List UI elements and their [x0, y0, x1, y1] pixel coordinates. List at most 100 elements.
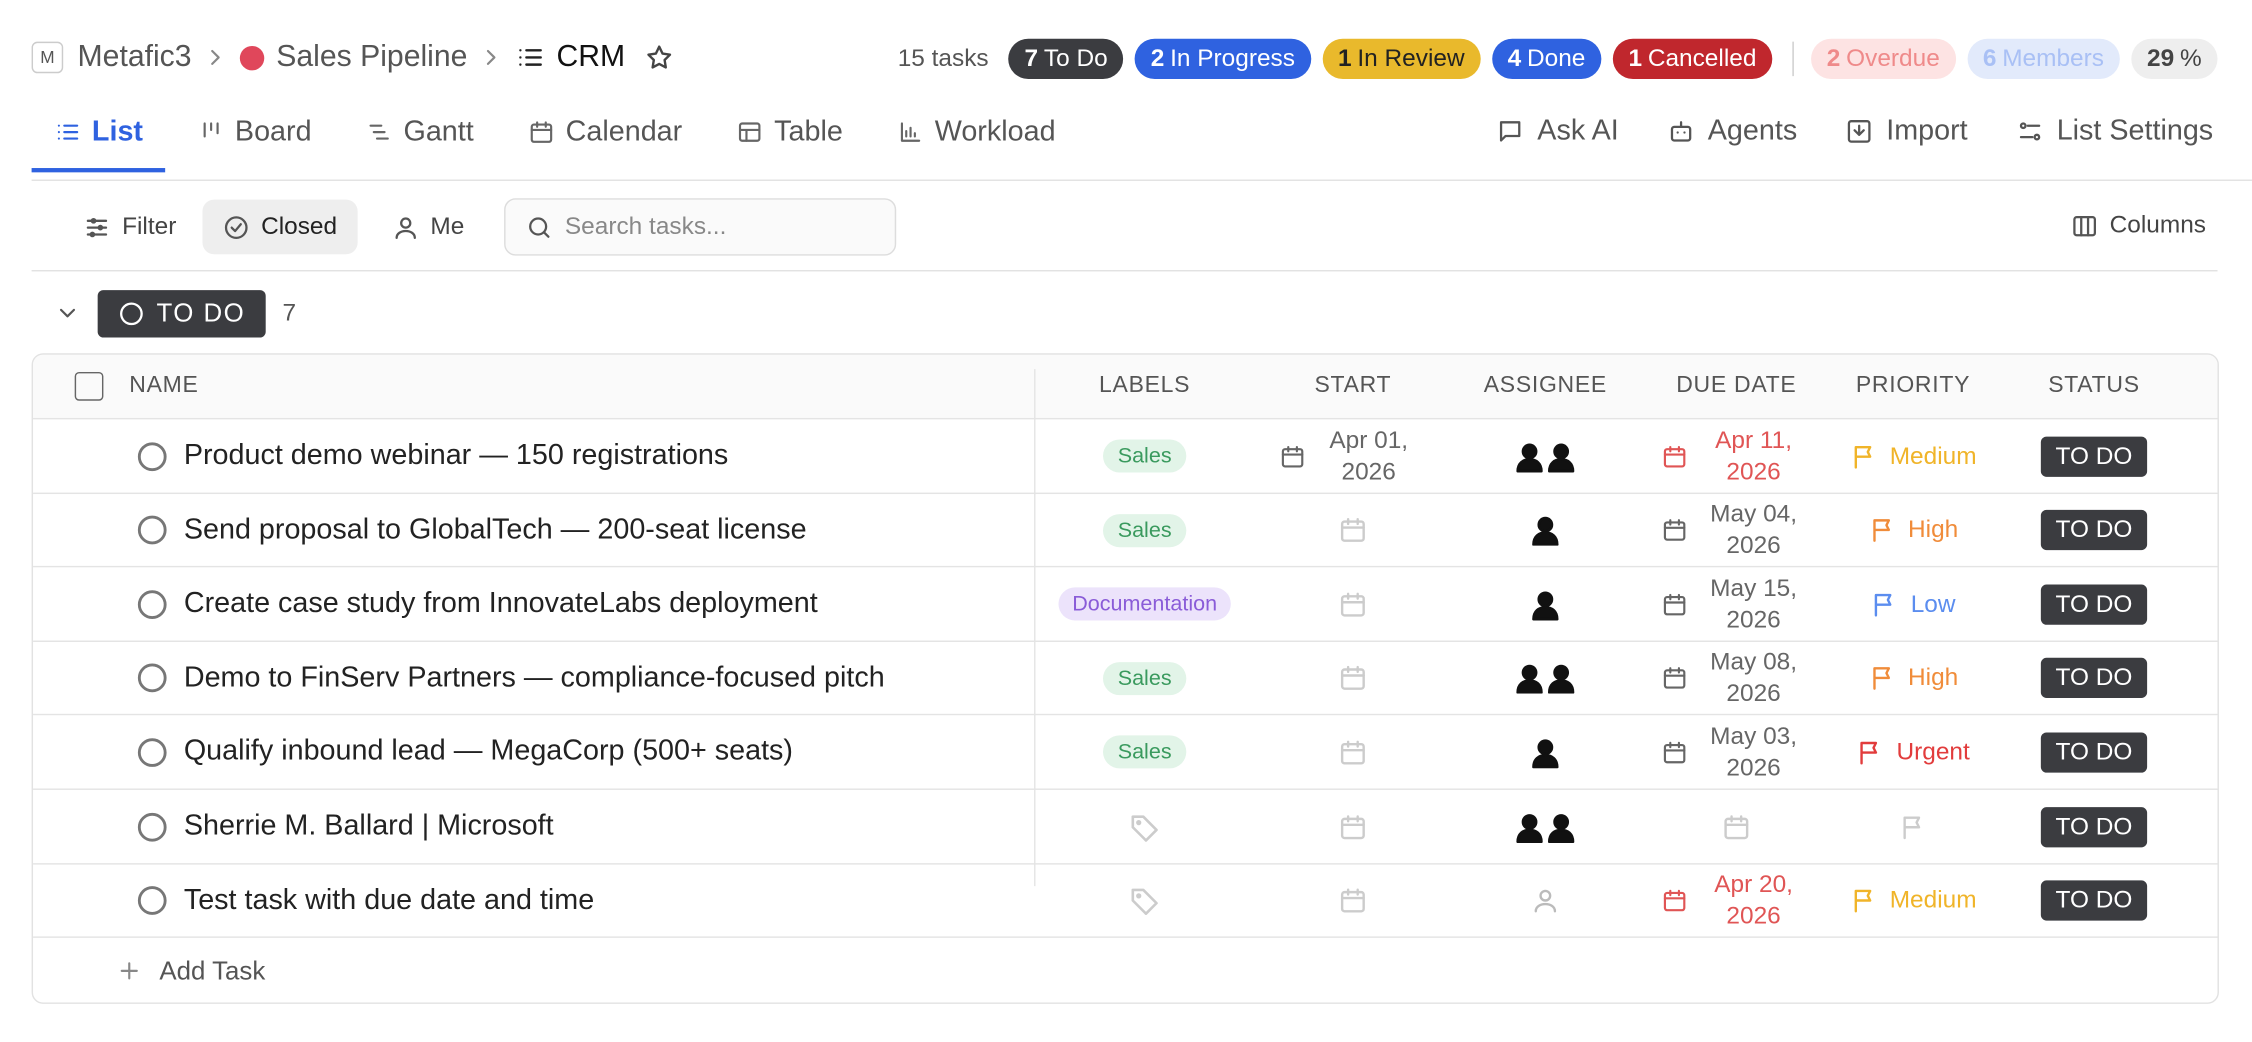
status-badge[interactable]: TO DO — [2041, 806, 2147, 847]
task-row[interactable]: Create case study from InnovateLabs depl… — [33, 566, 2218, 641]
filter-button[interactable]: Filter — [63, 200, 196, 255]
icon-part — [1131, 814, 1158, 842]
status-badge[interactable]: TO DO — [2041, 880, 2147, 921]
status-badge[interactable]: TO DO — [2041, 658, 2147, 699]
icon-part — [137, 441, 167, 471]
task-name[interactable]: Product demo webinar — 150 registrations — [183, 439, 729, 472]
due-date[interactable]: Apr 11, 2026 — [1715, 425, 1793, 485]
column-header[interactable]: ASSIGNEE — [1451, 355, 1641, 418]
icon — [479, 45, 505, 71]
members-pill[interactable]: 6 Members — [1967, 38, 2120, 79]
columns-button[interactable]: Columns — [2051, 198, 2226, 253]
add-task-row[interactable]: Add Task — [33, 936, 2218, 1002]
column-header[interactable]: NAME — [129, 355, 1130, 418]
status-count-pill[interactable]: 1 Cancelled — [1612, 38, 1773, 79]
task-name[interactable]: Send proposal to GlobalTech — 200-seat l… — [183, 513, 807, 546]
column-header[interactable]: DUE DATE — [1640, 355, 1832, 418]
icon — [1129, 885, 1161, 917]
list-name[interactable]: CRM — [556, 40, 626, 74]
icon-part — [647, 45, 672, 69]
icon-part — [202, 122, 219, 138]
icon-part — [1532, 753, 1559, 769]
action-button[interactable]: List Settings — [2016, 115, 2213, 148]
view-tab[interactable]: Calendar — [528, 95, 682, 170]
icon-part — [1340, 592, 1365, 603]
icon-part — [519, 49, 543, 66]
label-tag[interactable]: Sales — [1103, 439, 1186, 473]
label-tag[interactable]: Documentation — [1057, 587, 1232, 621]
priority[interactable]: Medium — [1889, 441, 1977, 469]
icon-part — [1534, 889, 1557, 913]
status-count-pill[interactable]: 2 In Progress — [1134, 38, 1311, 79]
name-cell: Demo to FinServ Partners — compliance-fo… — [33, 642, 1034, 715]
priority[interactable]: Medium — [1889, 886, 1977, 914]
status-badge[interactable]: TO DO — [2041, 732, 2147, 773]
action-button[interactable]: Agents — [1668, 114, 1798, 148]
task-name[interactable]: Qualify inbound lead — MegaCorp (500+ se… — [183, 735, 793, 768]
due-date[interactable]: May 08, 2026 — [1710, 648, 1798, 708]
view-tab[interactable]: Gantt — [366, 95, 474, 170]
icon-part — [543, 230, 550, 238]
column-header[interactable]: PRIORITY — [1833, 355, 1994, 418]
due-date[interactable]: Apr 20, 2026 — [1714, 870, 1793, 930]
task-row[interactable]: Sherrie M. Ballard | Microsoft TO DO — [33, 788, 2218, 863]
status-count-pill[interactable]: 7 To Do — [1008, 38, 1124, 79]
view-tab[interactable]: Table — [737, 95, 843, 170]
task-row[interactable]: Send proposal to GlobalTech — 200-seat l… — [33, 492, 2218, 567]
status-count-pill[interactable]: 1 In Review — [1322, 38, 1481, 79]
label-tag[interactable]: Sales — [1103, 513, 1186, 547]
view-tab[interactable]: Board — [198, 95, 312, 170]
due-date[interactable]: May 04, 2026 — [1710, 499, 1798, 559]
task-row[interactable]: Qualify inbound lead — MegaCorp (500+ se… — [33, 714, 2218, 789]
status-badge[interactable]: TO DO — [2041, 584, 2147, 625]
task-name[interactable]: Sherrie M. Ballard | Microsoft — [183, 810, 554, 842]
view-tab[interactable]: List — [55, 95, 143, 170]
action-label: Agents — [1707, 114, 1798, 147]
overdue-pill[interactable]: 2 Overdue — [1810, 38, 1956, 79]
priority[interactable]: Low — [1910, 589, 1956, 618]
label-tag[interactable]: Sales — [1103, 661, 1186, 695]
status-badge[interactable]: TO DO — [2041, 509, 2147, 551]
status-count-pill[interactable]: 4 Done — [1491, 38, 1602, 79]
search-box[interactable]: Search tasks... — [504, 198, 897, 256]
icon-part — [1500, 121, 1521, 142]
icon — [2016, 118, 2043, 145]
action-button[interactable]: Import — [1846, 115, 1968, 148]
icon-part — [1553, 665, 1570, 681]
priority-cell: High — [1833, 642, 1994, 715]
me-button[interactable]: Me — [372, 200, 485, 255]
action-button[interactable]: Ask AI — [1497, 115, 1619, 148]
icon — [135, 735, 169, 769]
icon-part — [1340, 666, 1365, 678]
active-tab-underline — [31, 168, 166, 173]
priority[interactable]: Urgent — [1896, 738, 1970, 766]
task-name[interactable]: Create case study from InnovateLabs depl… — [183, 587, 818, 620]
start-cell — [1255, 716, 1450, 789]
priority[interactable]: High — [1908, 515, 1959, 544]
start-date[interactable]: Apr 01, 2026 — [1329, 425, 1409, 485]
due-date[interactable]: May 15, 2026 — [1710, 574, 1798, 633]
closed-button[interactable]: Closed — [202, 199, 358, 255]
view-tab[interactable]: Workload — [897, 95, 1056, 170]
icon-part — [1663, 667, 1686, 690]
task-name[interactable]: Demo to FinServ Partners — compliance-fo… — [183, 661, 885, 694]
column-header[interactable]: LABELS — [1034, 355, 1255, 418]
label-tag[interactable]: Sales — [1103, 735, 1186, 769]
task-row[interactable]: Test task with due date and time Apr 20, … — [33, 862, 2218, 938]
column-header[interactable]: STATUS — [1993, 355, 2194, 418]
start-cell — [1255, 790, 1450, 863]
due-date[interactable]: May 03, 2026 — [1710, 722, 1798, 782]
priority[interactable]: High — [1908, 663, 1959, 692]
labels-cell: Documentation — [1034, 568, 1255, 641]
icon-part — [1903, 815, 1921, 839]
select-all-checkbox[interactable] — [74, 371, 104, 401]
task-name[interactable]: Test task with due date and time — [183, 884, 595, 916]
status-badge[interactable]: TO DO — [2041, 435, 2147, 477]
folder-name[interactable]: Sales Pipeline — [276, 40, 468, 74]
column-header[interactable]: START — [1255, 355, 1450, 418]
task-row[interactable]: Product demo webinar — 150 registrations… — [33, 417, 2218, 493]
workspace-name[interactable]: Metafic3 — [77, 40, 192, 74]
icon — [135, 513, 169, 547]
task-row[interactable]: Demo to FinServ Partners — compliance-fo… — [33, 640, 2218, 715]
label: To Do — [1043, 44, 1108, 72]
